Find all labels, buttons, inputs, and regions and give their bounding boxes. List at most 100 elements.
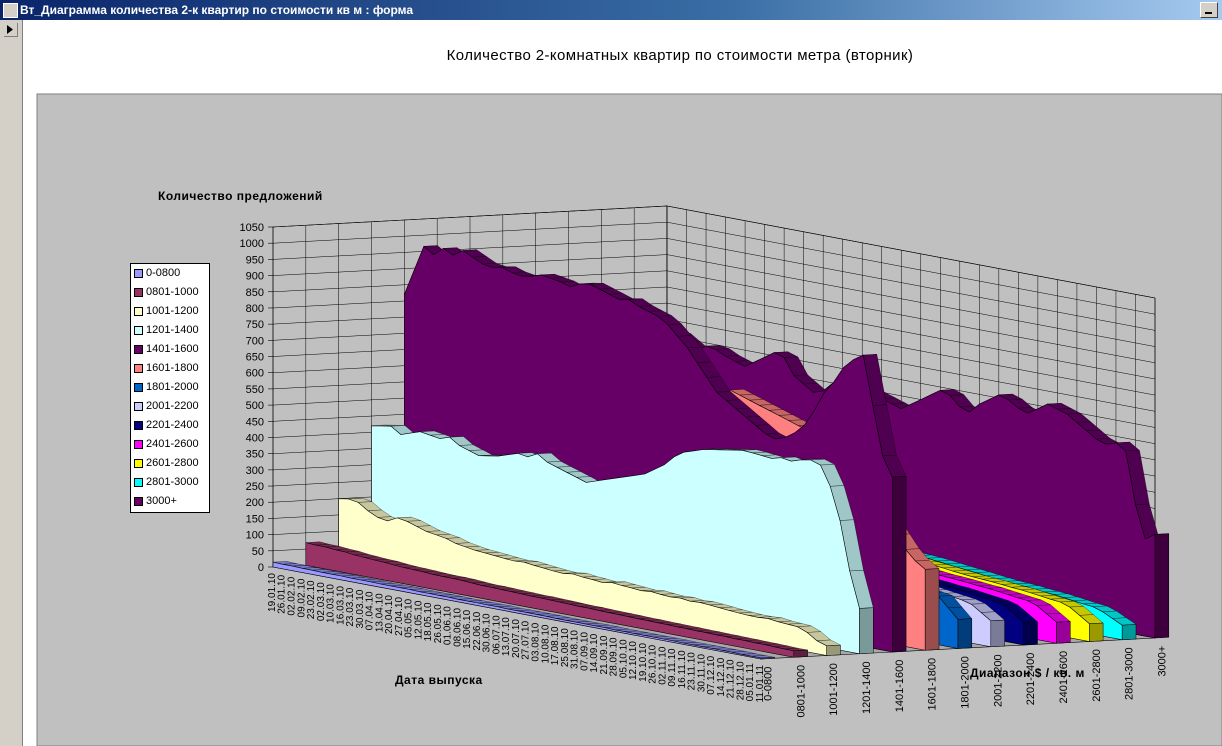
x-tick-label: 20.04.10 [384,595,395,634]
x-tick-label: 16.03.10 [335,585,346,624]
legend-swatch [134,269,143,278]
x-tick-label: 30.03.10 [355,589,366,628]
window-titlebar: Вт_Диаграмма количества 2-к квартир по с… [0,0,1222,20]
x-tick-label: 19.10.10 [638,642,649,681]
x-tick-label: 05.01.11 [745,663,756,702]
series-area-0801-1000 [305,541,808,658]
series-end-face [924,568,940,651]
x-tick-label: 05.10.10 [618,639,629,678]
x-tick-label: 08.06.10 [452,608,463,647]
z-tick-label: 2801-3000 [1124,647,1136,700]
z-tick-label: 1201-1400 [861,661,873,714]
x-tick-label: 10.03.10 [326,584,337,623]
x-tick-label: 12.10.10 [628,641,639,680]
x-tick-label: 12.05.10 [413,600,424,639]
y-tick-label: 350 [246,449,264,461]
x-tick-label: 07.12.10 [706,655,717,694]
x-tick-label: 25.08.10 [560,628,571,667]
legend-swatch [134,364,143,373]
z-tick-label: 1601-1800 [927,658,939,711]
series-end-face [1089,622,1104,642]
x-tick-label: 26.10.10 [648,644,659,683]
x-tick-label: 11.01.11 [755,665,766,703]
y-tick-label: 850 [246,287,264,299]
x-tick-label: 31.08.10 [570,630,581,669]
z-tick-label: 2601-2800 [1091,649,1103,702]
x-tick-label: 06.07.10 [491,615,502,654]
x-tick-label: 20.07.10 [511,619,522,658]
chart-series-group [272,245,1170,660]
x-tick-label: 30.06.10 [482,613,493,652]
x-tick-label: 02.02.10 [287,576,298,615]
x-tick-label: 09.02.10 [296,578,307,617]
x-tick-label: 19.01.10 [267,573,278,612]
legend-swatch [134,497,143,506]
legend-label: 1201-1400 [146,324,199,336]
z-tick-label: 1001-1200 [828,663,840,716]
legend-label: 2601-2800 [146,457,199,469]
form-icon[interactable] [3,3,18,18]
x-tick-label: 21.09.10 [599,635,610,674]
x-tick-label: 10.08.10 [540,624,551,663]
x-tick-label: 13.07.10 [501,617,512,656]
legend-label: 0801-1000 [146,286,199,298]
window-title: Вт_Диаграмма количества 2-к квартир по с… [20,3,414,17]
legend-label: 1001-1200 [146,305,199,317]
x-axis: 19.01.1026.01.1002.02.1009.02.1023.02.10… [267,573,766,703]
y-tick-label: 50 [252,546,264,558]
z-axis-label: Диапазон $ / кв. м [970,666,1085,680]
y-tick-label: 950 [246,254,264,266]
legend-label: 2401-2600 [146,438,199,450]
legend-swatch [134,459,143,468]
minimize-button[interactable] [1200,2,1218,18]
legend-label: 3000+ [146,495,177,507]
z-tick-label: 2401-2600 [1058,651,1070,704]
x-tick-label: 02.03.10 [316,582,327,621]
series-end-face [1154,533,1170,639]
y-tick-label: 800 [246,303,264,315]
series-front-face [305,542,795,658]
y-tick-label: 700 [246,335,264,347]
series-end-face [826,644,841,656]
x-tick-label: 17.08.10 [550,626,561,665]
legend-swatch [134,421,143,430]
x-tick-label: 18.05.10 [423,602,434,641]
legend-label: 2801-3000 [146,476,199,488]
record-selector[interactable] [4,23,18,37]
y-tick-label: 1050 [240,222,264,234]
x-tick-label: 14.09.10 [589,633,600,672]
legend-swatch [134,478,143,487]
chart-legend: 0-0800 0801-1000 1001-1200 1201-1400 1401-16… [130,263,210,513]
z-tick-label: 0-0800 [763,667,775,701]
x-tick-label: 23.02.10 [306,580,317,619]
y-tick-label: 550 [246,384,264,396]
x-tick-label: 15.06.10 [462,609,473,648]
x-tick-label: 16.11.10 [677,650,688,689]
series-front-face [371,425,860,655]
x-tick-label: 23.03.10 [345,587,356,626]
x-tick-label: 26.01.10 [277,574,288,613]
z-tick-label: 0801-1000 [795,665,807,718]
series-end-face [1121,624,1137,641]
y-tick-label: 150 [246,513,264,525]
x-tick-label: 30.11.10 [696,654,707,693]
minimize-icon [1205,12,1212,14]
chart-title: Количество 2-комнатных квартир по стоимо… [446,47,914,64]
y-tick-label: 400 [246,432,264,444]
x-tick-label: 27.04.10 [394,596,405,635]
legend-swatch [134,383,143,392]
x-tick-label: 07.09.10 [579,631,590,670]
y-tick-label: 200 [246,497,264,509]
y-tick-label: 650 [246,352,264,364]
series-end-face [1056,621,1071,644]
legend-swatch [134,288,143,297]
legend-swatch [134,307,143,316]
z-tick-label: 3000+ [1157,646,1169,677]
legend-label: 1401-1600 [146,343,199,355]
series-end-face [1023,621,1038,646]
y-axis-label: Количество предложений [158,189,323,203]
record-selector-bar [0,20,23,746]
x-tick-label: 28.12.10 [735,661,746,700]
x-tick-label: 13.04.10 [374,593,385,632]
